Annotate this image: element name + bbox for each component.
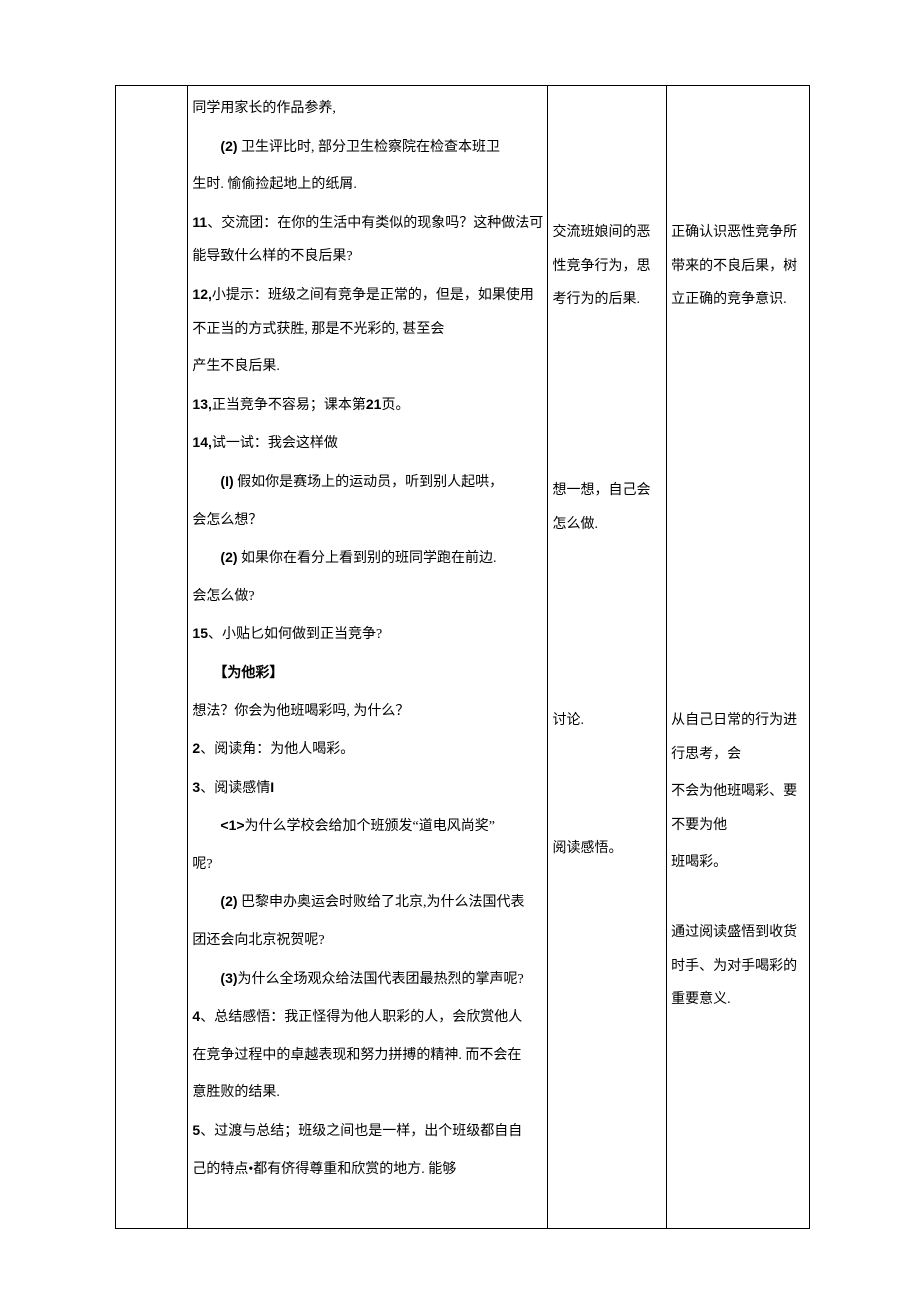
activity-block: 讨论. bbox=[552, 704, 662, 742]
instruction-cell: 正确认识恶性竞争所带来的不良后果，树立正确的竞争意识. 从自己日常的行为进行思考，… bbox=[667, 86, 810, 1229]
main-content-cell: 同学用家长的作品参养, (2) 卫生评比时, 部分卫生检察院在检查本班卫生时. … bbox=[188, 86, 548, 1229]
label-cell bbox=[116, 86, 188, 1229]
table-row: 同学用家长的作品参养, (2) 卫生评比时, 部分卫生检察院在检查本班卫生时. … bbox=[116, 86, 810, 1229]
lesson-plan-table: 同学用家长的作品参养, (2) 卫生评比时, 部分卫生检察院在检查本班卫生时. … bbox=[115, 85, 810, 1229]
instruction-block: 从自己日常的行为进行思考，会不会为他班喝彩、要不要为他班喝彩。 bbox=[671, 704, 805, 884]
instruction-block: 通过阅读盛悟到收货时手、为对手喝彩的重要意义. bbox=[671, 916, 805, 1021]
activity-block: 阅读感悟。 bbox=[552, 832, 662, 870]
activity-cell: 交流班娘间的恶性竞争行为，思考行为的后果. 想一想，自己会怎么做. 讨论. 阅读感悟。 bbox=[548, 86, 667, 1229]
activity-block: 交流班娘间的恶性竞争行为，思考行为的后果. bbox=[552, 216, 662, 321]
instruction-block: 正确认识恶性竞争所带来的不良后果，树立正确的竞争意识. bbox=[671, 216, 805, 321]
activity-block: 想一想，自己会怎么做. bbox=[552, 474, 662, 545]
